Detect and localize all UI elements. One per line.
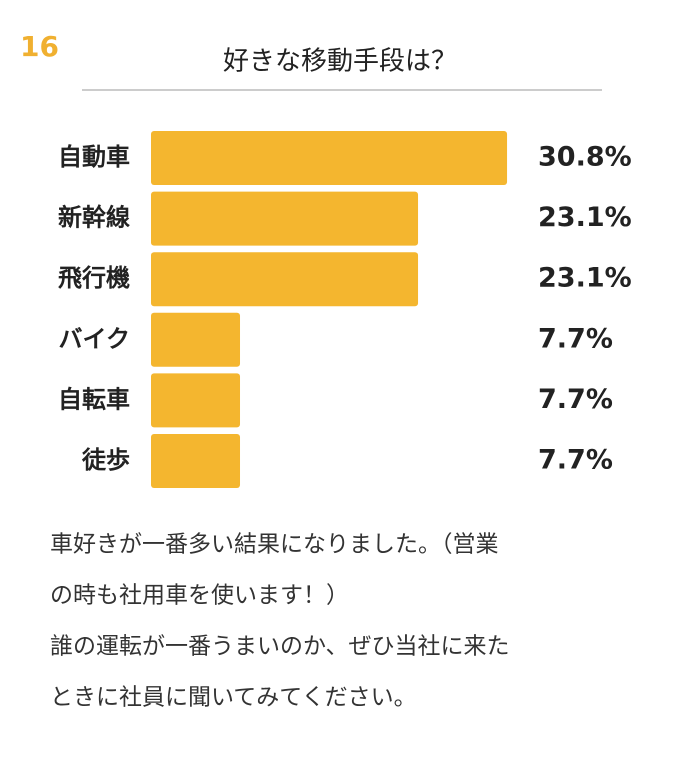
badge: 16 bbox=[20, 30, 59, 63]
bar bbox=[151, 434, 241, 488]
bar bbox=[151, 373, 241, 428]
category-label: 自動車 bbox=[58, 143, 130, 171]
comment-line: 車好きが一番多い結果になりました。（営業 bbox=[50, 532, 499, 558]
value-label: 23.1% bbox=[538, 263, 632, 294]
category-label: 徒歩 bbox=[81, 446, 130, 474]
value-label: 7.7% bbox=[538, 445, 613, 476]
bar bbox=[151, 191, 419, 246]
category-label: バイク bbox=[58, 325, 130, 353]
category-label: 飛行機 bbox=[58, 264, 130, 292]
category-label: 新幹線 bbox=[58, 204, 130, 232]
bar bbox=[151, 312, 241, 367]
value-label: 30.8% bbox=[538, 142, 632, 173]
comment-line: ときに社員に聞いてみてください。 bbox=[50, 685, 417, 711]
category-label: 自転車 bbox=[58, 385, 130, 413]
bar bbox=[151, 131, 508, 185]
value-label: 7.7% bbox=[538, 384, 613, 415]
bar bbox=[151, 252, 419, 307]
comment-line: の時も社用車を使います！） bbox=[50, 583, 349, 609]
value-label: 7.7% bbox=[538, 323, 613, 354]
value-label: 23.1% bbox=[538, 202, 632, 233]
chart-title: 好きな移動手段は？ bbox=[223, 47, 457, 77]
comment-line: 誰の運転が一番うまいのか、ぜひ当社に来た bbox=[50, 634, 510, 660]
